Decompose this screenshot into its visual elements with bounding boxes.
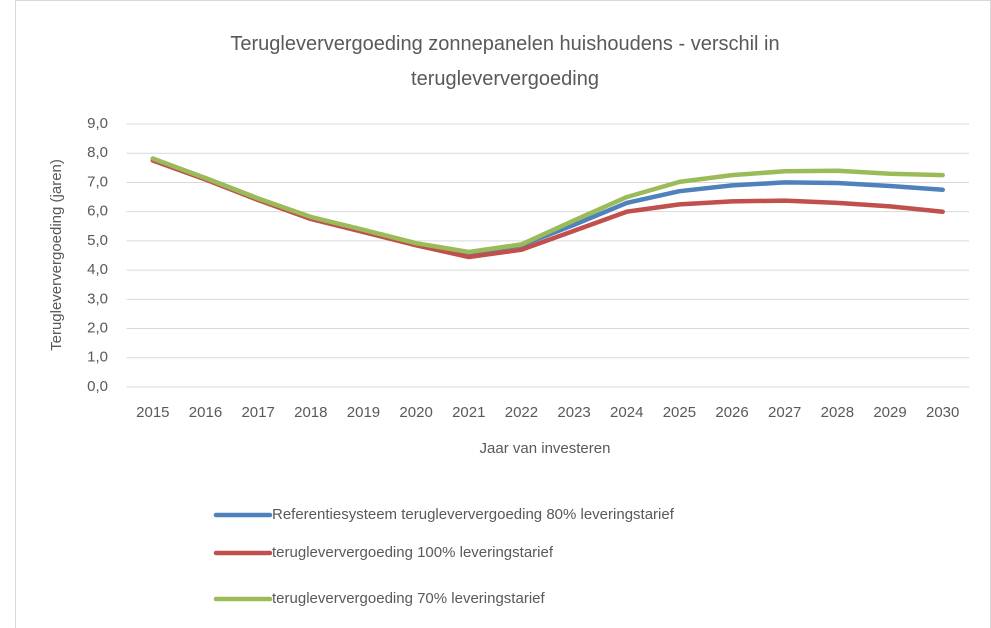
legend-label: Referentiesysteem terugleververgoeding 8… <box>272 506 675 523</box>
x-axis-label: Jaar van investeren <box>480 440 611 457</box>
y-tick-label: 0,0 <box>87 378 108 395</box>
x-tick-label: 2024 <box>610 404 643 421</box>
x-tick-label: 2023 <box>557 404 590 421</box>
legend-item: terugleververgoeding 70% leveringstarief <box>213 590 545 607</box>
x-tick-label: 2027 <box>768 404 801 421</box>
x-tick-label: 2018 <box>294 404 327 421</box>
chart-title: Terugleververgoeding zonnepanelen huisho… <box>230 33 779 90</box>
y-tick-label: 4,0 <box>87 261 108 278</box>
y-tick-label: 3,0 <box>87 290 108 307</box>
x-tick-label: 2026 <box>715 404 748 421</box>
x-tick-label: 2022 <box>505 404 538 421</box>
x-tick-label: 2019 <box>347 404 380 421</box>
x-tick-label: 2029 <box>873 404 906 421</box>
y-tick-label: 5,0 <box>87 232 108 249</box>
y-tick-label: 1,0 <box>87 349 108 366</box>
legend-item: terugleververgoeding 100% leveringstarie… <box>213 544 554 561</box>
y-tick-label: 9,0 <box>87 115 108 132</box>
x-tick-label: 2021 <box>452 404 485 421</box>
x-tick-label: 2017 <box>241 404 274 421</box>
y-axis-label: Terugleververgoeding (jaren) <box>48 159 65 351</box>
series-line <box>150 156 945 255</box>
y-tick-label: 6,0 <box>87 203 108 220</box>
y-tick-label: 7,0 <box>87 173 108 190</box>
legend-label: terugleververgoeding 100% leveringstarie… <box>272 544 554 561</box>
x-tick-label: 2015 <box>136 404 169 421</box>
x-tick-label: 2016 <box>189 404 222 421</box>
x-tick-label: 2030 <box>926 404 959 421</box>
series-line <box>150 158 945 260</box>
legend-label: terugleververgoeding 70% leveringstarief <box>272 590 545 607</box>
chart-border <box>15 0 991 628</box>
y-tick-label: 8,0 <box>87 144 108 161</box>
legend-item: Referentiesysteem terugleververgoeding 8… <box>213 506 675 523</box>
x-tick-label: 2020 <box>399 404 432 421</box>
y-tick-label: 2,0 <box>87 320 108 337</box>
x-tick-label: 2028 <box>821 404 854 421</box>
x-tick-label: 2025 <box>663 404 696 421</box>
